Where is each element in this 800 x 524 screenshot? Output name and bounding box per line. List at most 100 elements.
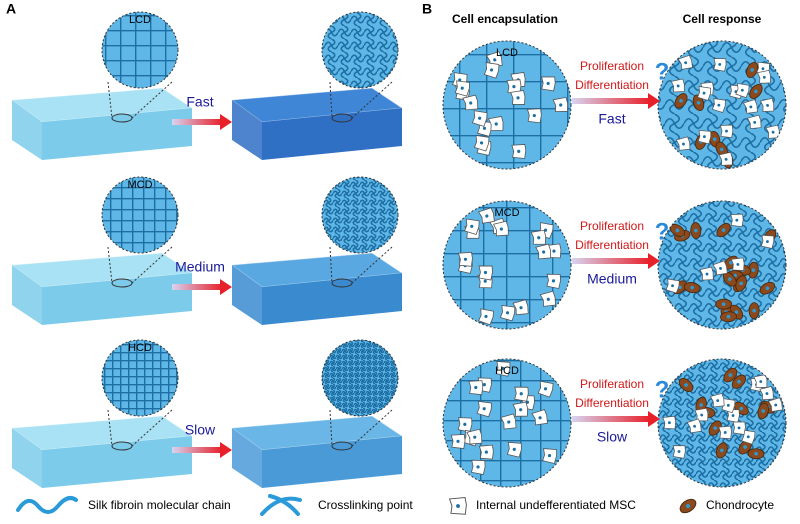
encapsulation-circle xyxy=(442,40,572,170)
msc-cell xyxy=(709,392,725,408)
encapsulation-circle xyxy=(442,200,572,330)
chondrocyte xyxy=(747,448,765,460)
chondrocyte xyxy=(723,367,738,383)
chondrocyte xyxy=(692,94,705,111)
network-zoom xyxy=(321,176,399,254)
zoom-circle xyxy=(322,340,398,416)
msc-cell xyxy=(478,308,495,326)
circle-border xyxy=(321,176,399,254)
msc-cell xyxy=(470,459,486,476)
msc-cell xyxy=(483,62,500,79)
density-label: HCD xyxy=(495,365,519,377)
arrow xyxy=(572,411,660,427)
msc-cell xyxy=(539,290,556,307)
column-header: Cell encapsulation xyxy=(452,12,558,26)
msc-cell xyxy=(546,273,561,289)
msc-cell xyxy=(510,90,526,105)
chondrocyte xyxy=(746,61,759,78)
chondrocyte xyxy=(674,93,688,109)
chondrocyte xyxy=(679,498,697,514)
msc-cell xyxy=(476,400,492,418)
process-label: Differentiation xyxy=(575,238,649,252)
question-mark: ? xyxy=(655,376,670,403)
chondrocyte xyxy=(720,311,737,323)
circle-border xyxy=(321,11,399,89)
arrow xyxy=(572,93,660,109)
legend-icon xyxy=(260,494,302,516)
zoom-line xyxy=(131,409,173,447)
msc-cell xyxy=(541,76,556,92)
msc-cell xyxy=(694,407,709,422)
chondrocyte xyxy=(678,378,694,392)
chondrocyte xyxy=(715,298,733,310)
zoom-circle xyxy=(322,177,398,253)
process-label: Differentiation xyxy=(575,396,649,410)
network-zoom xyxy=(321,11,399,89)
msc-cell xyxy=(718,425,732,440)
legend-label: Internal undefferentiated MSC xyxy=(476,498,636,512)
msc-cell xyxy=(730,213,744,228)
msc-cell xyxy=(760,98,775,112)
msc-cell xyxy=(662,415,677,430)
msc-cell xyxy=(512,299,529,316)
msc-cell xyxy=(742,99,758,114)
chondrocyte xyxy=(757,402,769,420)
response-circle xyxy=(657,358,787,488)
network-zoom xyxy=(321,339,399,417)
speed-label: Slow xyxy=(597,429,628,445)
arrow xyxy=(172,279,232,295)
zoom-circle xyxy=(102,177,178,253)
speed-label: Slow xyxy=(185,422,216,438)
network-zoom xyxy=(101,176,179,254)
msc-cell xyxy=(512,401,528,417)
msc-cell xyxy=(670,78,685,93)
circle-border xyxy=(442,358,572,488)
zoom-line xyxy=(351,246,393,284)
msc-cell xyxy=(464,218,480,235)
arrow xyxy=(172,442,232,458)
msc-cell xyxy=(697,86,712,101)
speed-label: Medium xyxy=(587,271,637,287)
speed-label: Fast xyxy=(186,94,213,110)
arrow xyxy=(572,253,660,269)
msc-cell xyxy=(767,397,783,412)
zoom-line xyxy=(131,246,173,284)
msc-cell xyxy=(712,260,728,276)
zoom-line xyxy=(131,81,173,119)
speed-label: Fast xyxy=(598,111,625,127)
msc-cell xyxy=(542,448,557,464)
msc-cell xyxy=(672,445,686,459)
msc-cell xyxy=(511,144,527,159)
msc-cell xyxy=(697,130,712,145)
legend-icon xyxy=(16,496,78,514)
question-mark: ? xyxy=(655,218,670,245)
panel-label: B xyxy=(422,1,432,17)
msc-cell xyxy=(530,229,547,245)
msc-cell xyxy=(471,110,488,127)
process-label: Differentiation xyxy=(575,78,649,92)
chondrocyte xyxy=(731,374,746,389)
circle-border xyxy=(657,40,787,170)
hydrogel xyxy=(10,87,194,160)
msc-cell xyxy=(677,54,693,70)
msc-cell xyxy=(488,115,504,132)
process-label: Proliferation xyxy=(580,377,644,391)
column-header: Cell response xyxy=(683,12,762,26)
msc-cell xyxy=(552,96,568,113)
question-mark: ? xyxy=(655,58,670,85)
msc-cell xyxy=(468,380,484,396)
chondrocyte xyxy=(759,281,776,295)
chondrocyte xyxy=(716,223,731,238)
chondrocyte xyxy=(708,420,722,436)
msc-cell xyxy=(478,265,493,281)
msc-cell xyxy=(765,124,780,139)
zoom-spot xyxy=(331,113,353,123)
msc-cell xyxy=(746,114,762,130)
msc-cell xyxy=(450,434,466,449)
process-label: Proliferation xyxy=(580,219,644,233)
msc-cell xyxy=(730,257,745,271)
zoom-spot xyxy=(331,441,353,451)
circle-border xyxy=(101,11,179,89)
speed-label: Medium xyxy=(175,259,225,275)
